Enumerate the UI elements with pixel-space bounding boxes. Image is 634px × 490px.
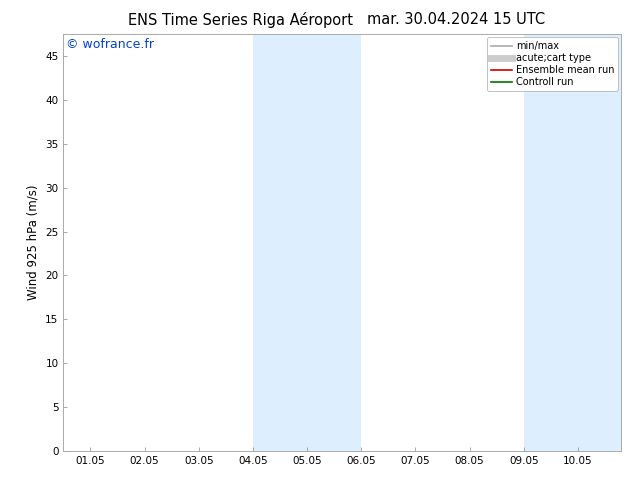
Bar [524, 34, 621, 451]
Text: mar. 30.04.2024 15 UTC: mar. 30.04.2024 15 UTC [368, 12, 545, 27]
Text: © wofrance.fr: © wofrance.fr [66, 38, 154, 51]
Y-axis label: Wind 925 hPa (m/s): Wind 925 hPa (m/s) [27, 185, 40, 300]
Bar [253, 34, 361, 451]
Legend: min/max, acute;cart type, Ensemble mean run, Controll run: min/max, acute;cart type, Ensemble mean … [487, 37, 618, 91]
Text: ENS Time Series Riga Aéroport: ENS Time Series Riga Aéroport [129, 12, 353, 28]
